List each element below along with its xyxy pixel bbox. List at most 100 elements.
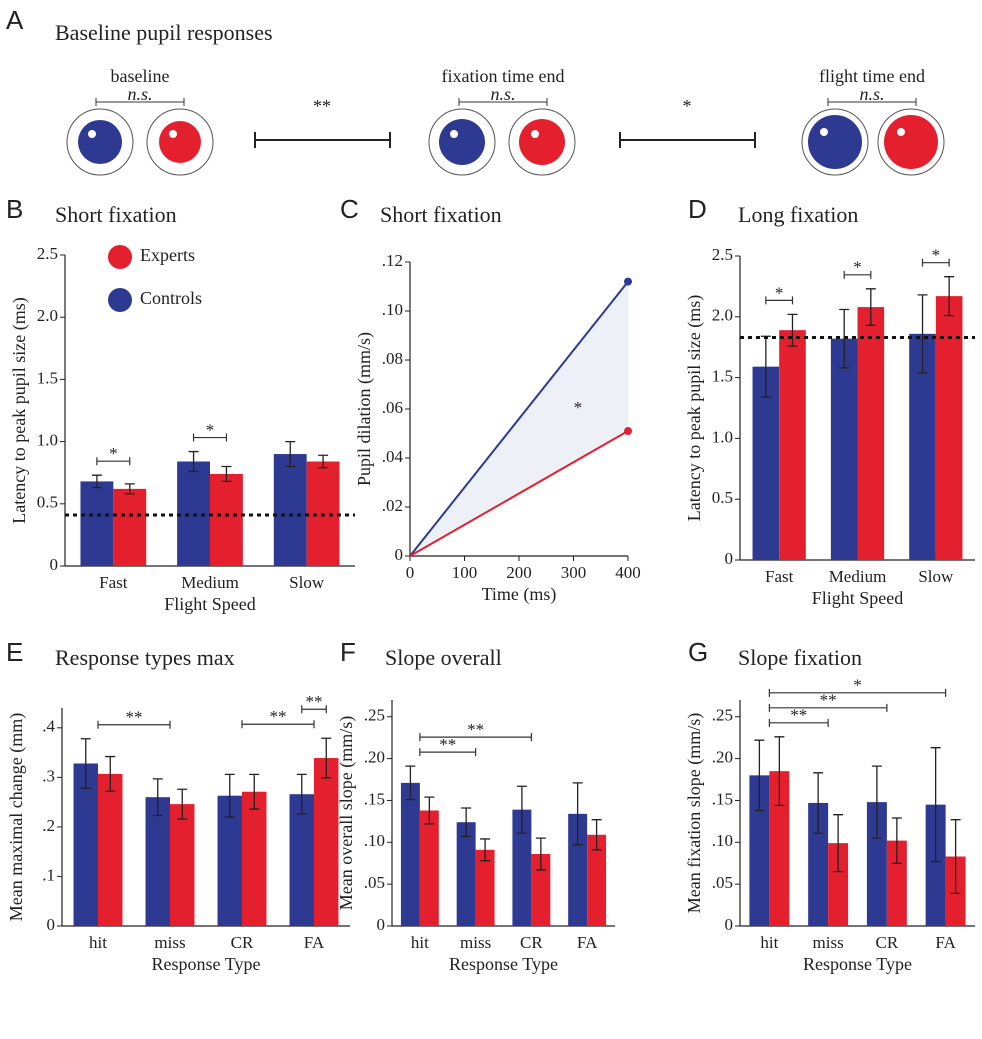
- x-axis-label: Time (ms): [482, 584, 557, 605]
- y-tick-label: 0: [50, 555, 59, 574]
- sig-label: **: [313, 96, 331, 116]
- highlight: [820, 128, 828, 136]
- x-axis-label: Response Type: [449, 954, 558, 974]
- x-tick-label: FA: [304, 933, 325, 952]
- panel: DLong fixation00.51.01.52.02.5Latency to…: [684, 194, 975, 608]
- legend-swatch: [108, 245, 132, 269]
- y-tick-label: 1.0: [712, 427, 733, 446]
- x-axis-label: Flight Speed: [812, 588, 904, 608]
- y-tick-label: .3: [42, 766, 55, 785]
- panel-title: Short fixation: [380, 202, 502, 227]
- panel-a: A Baseline pupil responses baseline n.s.…: [6, 5, 944, 175]
- x-tick-label: hit: [760, 933, 778, 952]
- x-tick-label: CR: [231, 933, 254, 952]
- figure: A Baseline pupil responses baseline n.s.…: [0, 0, 982, 1039]
- pupil: [519, 119, 565, 165]
- y-tick-label: 0: [377, 915, 386, 934]
- x-tick-label: miss: [460, 933, 491, 952]
- y-tick-label: .4: [42, 717, 55, 736]
- highlight: [897, 128, 905, 136]
- y-tick-label: 1.5: [712, 367, 733, 386]
- y-axis-label: Latency to peak pupil size (ms): [684, 295, 705, 521]
- x-tick-label: FA: [935, 933, 956, 952]
- bar: [831, 339, 858, 560]
- y-tick-label: .08: [382, 349, 403, 368]
- y-tick-label: 2.5: [712, 245, 733, 264]
- highlight: [169, 130, 177, 138]
- sig-label: *: [109, 444, 118, 463]
- legend-swatch: [108, 288, 132, 312]
- y-tick-label: .05: [364, 873, 385, 892]
- y-tick-label: .10: [382, 300, 403, 319]
- sig-label: **: [270, 707, 287, 726]
- end-point: [624, 427, 632, 435]
- bar: [170, 804, 194, 926]
- bar: [113, 489, 146, 566]
- sig-label: **: [467, 720, 484, 739]
- panel-letter: C: [340, 194, 359, 224]
- sig-label: **: [790, 706, 807, 725]
- y-tick-label: .05: [712, 873, 733, 892]
- annotation: *: [574, 398, 583, 417]
- y-axis-label: Mean fixation slope (mm/s): [684, 713, 705, 913]
- x-axis-label: Response Type: [152, 954, 261, 974]
- x-tick-label: 300: [561, 563, 587, 582]
- pupil: [78, 120, 122, 164]
- y-tick-label: 0.5: [712, 488, 733, 507]
- sig-label: *: [683, 96, 692, 116]
- highlight: [450, 130, 458, 138]
- bar: [457, 822, 476, 926]
- x-tick-label: 100: [452, 563, 478, 582]
- sig-label: **: [439, 735, 456, 754]
- y-axis-label: Pupil dilation (mm/s): [354, 332, 375, 486]
- bar: [210, 474, 243, 566]
- x-tick-label: Fast: [99, 573, 128, 592]
- bar: [936, 296, 963, 560]
- highlight: [88, 130, 96, 138]
- panel-letter: A: [6, 5, 24, 35]
- bar: [401, 783, 420, 926]
- y-tick-label: .20: [364, 747, 385, 766]
- sig-label: **: [126, 708, 143, 727]
- sig-label: *: [775, 283, 784, 302]
- y-tick-label: .02: [382, 496, 403, 515]
- sig-label: n.s.: [490, 84, 515, 104]
- bar: [314, 758, 338, 926]
- x-tick-label: Slow: [918, 567, 954, 586]
- bar: [858, 307, 885, 560]
- sig-label: *: [853, 258, 862, 277]
- panel-letter: E: [6, 637, 23, 667]
- panel-title: Slope overall: [385, 645, 502, 670]
- panel-title: Slope fixation: [738, 645, 862, 670]
- y-tick-label: 2.5: [37, 244, 58, 263]
- sig-label: **: [820, 691, 837, 710]
- x-tick-label: hit: [89, 933, 107, 952]
- y-tick-label: .10: [364, 831, 385, 850]
- x-tick-label: 0: [406, 563, 415, 582]
- legend-label: Controls: [140, 288, 202, 308]
- y-tick-label: .06: [382, 398, 403, 417]
- sig-label: *: [853, 676, 862, 695]
- y-tick-label: .15: [364, 789, 385, 808]
- panel-title: Long fixation: [738, 202, 858, 227]
- x-tick-label: miss: [813, 933, 844, 952]
- y-tick-label: .15: [712, 789, 733, 808]
- sig-label: n.s.: [859, 84, 884, 104]
- sig-label: **: [306, 692, 323, 711]
- y-tick-label: .25: [364, 706, 385, 725]
- panel: CShort fixation0.02.04.06.08.10.12Pupil …: [340, 194, 641, 605]
- x-tick-label: Medium: [829, 567, 887, 586]
- bar: [80, 481, 113, 566]
- x-tick-label: Medium: [181, 573, 239, 592]
- x-axis-label: Response Type: [803, 954, 912, 974]
- panel: BShort fixation00.51.01.52.02.5Latency t…: [6, 194, 355, 614]
- y-tick-label: .25: [712, 706, 733, 725]
- y-tick-label: .2: [42, 816, 55, 835]
- x-tick-label: miss: [154, 933, 185, 952]
- connector: [255, 132, 390, 148]
- panel-title: Response types max: [55, 645, 235, 670]
- y-tick-label: .10: [712, 831, 733, 850]
- panel-letter: F: [340, 637, 356, 667]
- bar: [242, 792, 266, 926]
- group-label: fixation time end: [442, 66, 565, 86]
